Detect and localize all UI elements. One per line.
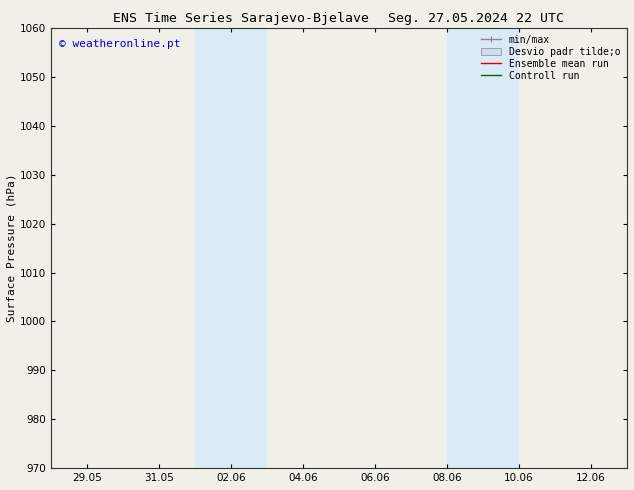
Legend: min/max, Desvio padr tilde;o, Ensemble mean run, Controll run: min/max, Desvio padr tilde;o, Ensemble m… [479, 33, 622, 83]
Bar [447, 28, 519, 468]
Bar [195, 28, 267, 468]
Text: ENS Time Series Sarajevo-Bjelave: ENS Time Series Sarajevo-Bjelave [113, 12, 369, 25]
Text: © weatheronline.pt: © weatheronline.pt [60, 39, 181, 49]
Text: Seg. 27.05.2024 22 UTC: Seg. 27.05.2024 22 UTC [387, 12, 564, 25]
Y-axis label: Surface Pressure (hPa): Surface Pressure (hPa) [7, 174, 17, 322]
